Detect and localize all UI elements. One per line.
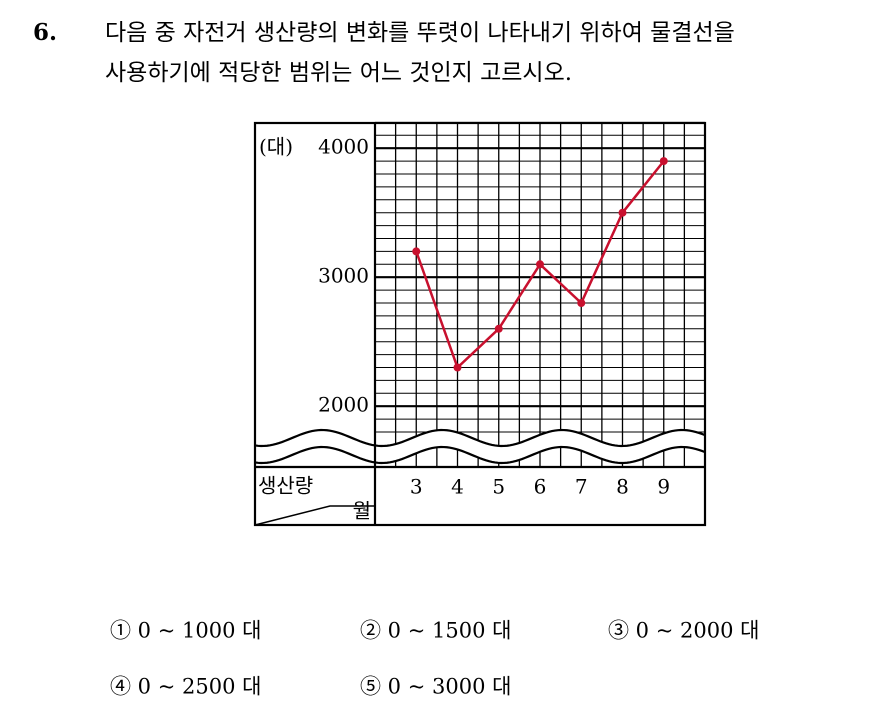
x-tick-label: 6 <box>534 475 547 499</box>
y-tick-label: 3000 <box>318 264 369 288</box>
wave-line <box>254 428 706 448</box>
x-tick-label: 3 <box>410 475 423 499</box>
row-label: 생산량 <box>258 474 313 498</box>
chart-frame <box>253 121 707 527</box>
y-unit: (대) <box>259 135 293 159</box>
y-tick-label: 2000 <box>318 393 369 417</box>
data-point <box>494 324 503 333</box>
option[interactable]: ④ 0 ~ 2500 대 <box>110 675 261 699</box>
y-tick-label: 4000 <box>318 135 369 159</box>
x-tick-label: 9 <box>657 475 670 499</box>
wave-line <box>254 445 706 465</box>
question-text: 사용하기에 적당한 범위는 어느 것인지 고르시오. <box>105 60 572 86</box>
option[interactable]: ③ 0 ~ 2000 대 <box>608 619 759 643</box>
x-tick-label: 4 <box>451 475 464 499</box>
x-tick-label: 8 <box>616 475 629 499</box>
data-point <box>577 299 586 307</box>
question-number: 6. <box>33 19 57 46</box>
data-point <box>659 157 668 166</box>
corner-divider <box>254 505 375 526</box>
option[interactable]: ② 0 ~ 1500 대 <box>360 619 511 643</box>
data-point <box>618 208 627 217</box>
x-tick-label: 7 <box>575 475 588 499</box>
data-point <box>536 260 544 269</box>
x-tick-label: 5 <box>492 475 505 499</box>
col-label: 월 <box>353 499 371 523</box>
option[interactable]: ① 0 ~ 1000 대 <box>110 619 261 643</box>
question-text: 다음 중 자전거 생산량의 변화를 뚜렷이 나타내기 위하여 물결선을 <box>105 20 735 46</box>
data-point <box>453 363 462 372</box>
option[interactable]: ⑤ 0 ~ 3000 대 <box>360 675 511 699</box>
data-point <box>412 247 421 256</box>
